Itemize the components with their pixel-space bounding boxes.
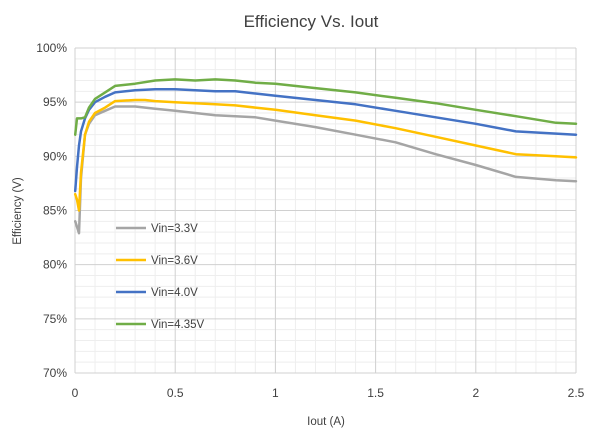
x-axis-ticks: 0 0.5 1 1.5 2 2.5 — [72, 386, 585, 400]
legend: Vin=3.3V Vin=3.6V Vin=4.0V Vin=4.35V — [116, 223, 205, 331]
x-axis-label: Iout (A) — [307, 416, 345, 428]
x-tick-label: 1 — [272, 386, 279, 400]
y-axis-label: Efficiency (V) — [12, 177, 24, 245]
legend-label: Vin=4.35V — [151, 319, 205, 331]
series-line-vin-3-3v — [73, 105, 578, 235]
series-line-vin-3-6v — [73, 98, 578, 212]
x-tick-label: 2.5 — [568, 386, 585, 400]
x-tick-label: 2 — [472, 386, 479, 400]
legend-label: Vin=3.3V — [151, 223, 198, 235]
y-tick-label: 70% — [43, 366, 67, 380]
series-line-vin-4-35v — [73, 78, 578, 136]
y-tick-label: 90% — [43, 149, 67, 163]
x-tick-label: 1.5 — [367, 386, 384, 400]
series-line-vin-4-0v — [73, 87, 578, 193]
chart-title: Efficiency Vs. Iout — [244, 12, 379, 31]
y-tick-label: 80% — [43, 258, 67, 272]
y-tick-label: 95% — [43, 95, 67, 109]
x-tick-label: 0.5 — [167, 386, 184, 400]
x-tick-label: 0 — [72, 386, 79, 400]
y-tick-label: 75% — [43, 312, 67, 326]
y-tick-label: 100% — [36, 41, 67, 55]
y-tick-label: 85% — [43, 204, 67, 218]
y-axis-ticks: 70% 75% 80% 85% 90% 95% 100% — [36, 41, 67, 380]
legend-label: Vin=3.6V — [151, 255, 198, 267]
legend-label: Vin=4.0V — [151, 287, 198, 299]
series-lines — [73, 78, 578, 235]
